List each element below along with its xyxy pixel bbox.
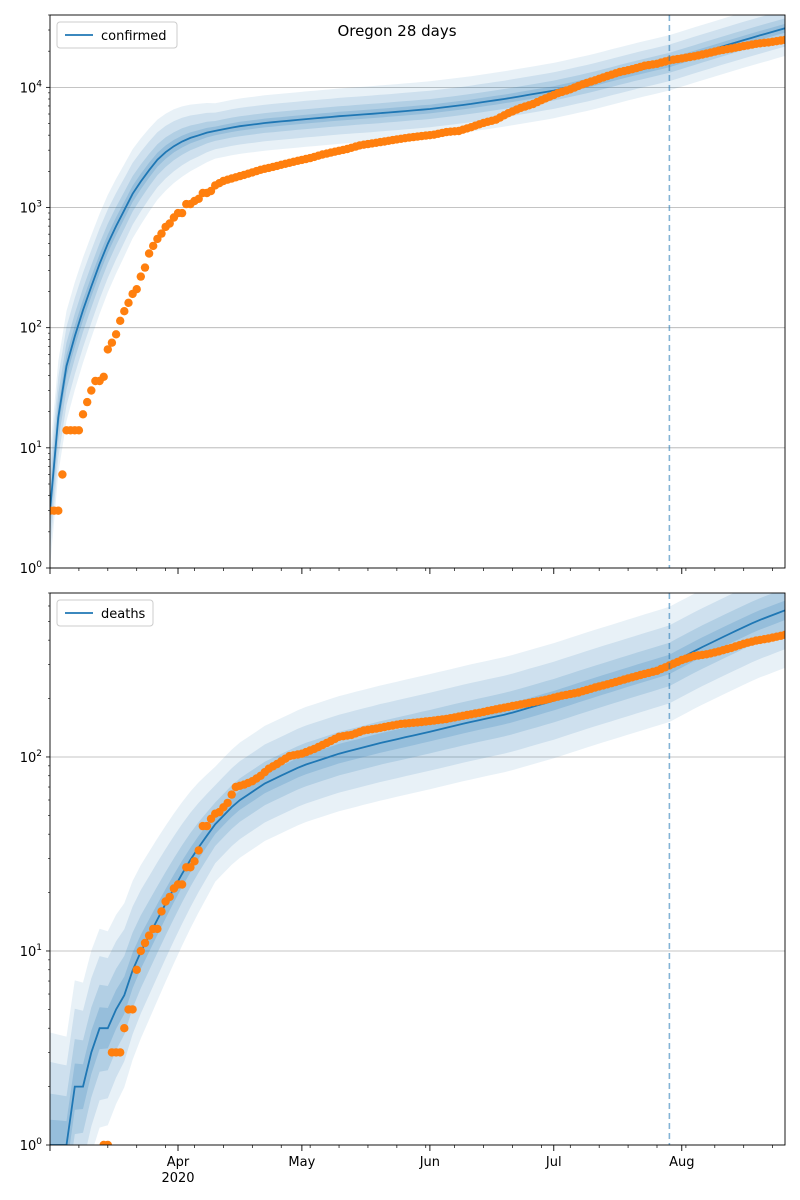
uncertainty-band-2	[50, 593, 785, 1145]
confirmed-observed-point	[136, 272, 145, 281]
x-tick-label-apr: Apr	[167, 1155, 190, 1170]
x-tick-label-may: May	[288, 1155, 315, 1170]
deaths-observed-point	[780, 630, 785, 639]
confirmed-plot-area	[50, 15, 785, 568]
y-tick-label-1: 101	[20, 943, 42, 960]
y-tick-label-4: 104	[20, 79, 43, 96]
deaths-observed-point	[223, 798, 232, 808]
y-tick-label-3: 103	[20, 200, 42, 217]
confirmed-axes-frame	[49, 14, 786, 569]
confirmed-observed-point	[99, 372, 108, 381]
confirmed-observed-point	[132, 285, 141, 294]
confirmed-legend-box	[56, 21, 178, 49]
figure-title: Oregon 28 days	[337, 22, 456, 40]
confirmed-observed-point	[111, 330, 121, 339]
confirmed-observed-point	[103, 345, 113, 354]
confirmed-observed-point	[120, 307, 129, 316]
deaths-observed-point	[157, 907, 166, 916]
confirmed-observed-point	[140, 263, 150, 272]
y-tick-label-0: 100	[20, 560, 43, 577]
uncertainty-band-0	[50, 593, 785, 1145]
confirmed-observed-point	[58, 470, 67, 479]
confirmed-observed-point	[149, 241, 158, 251]
deaths-observed-point	[165, 892, 174, 902]
confirmed-observed-point	[194, 194, 203, 203]
deaths-observed-point	[132, 965, 141, 974]
deaths-observed-point	[153, 924, 162, 934]
y-tick-label-2: 102	[20, 320, 42, 337]
deaths-legend-label: deaths	[101, 607, 146, 622]
confirmed-observed-point	[780, 35, 785, 45]
confirmed-observed-point	[74, 426, 84, 435]
y-tick-label-2: 102	[20, 749, 42, 766]
confirmed-legend-label: confirmed	[101, 29, 167, 44]
confirmed-observed-point	[87, 386, 96, 395]
y-tick-label-1: 101	[20, 440, 42, 457]
confirmed-panel: 100 101 102 103 104 confirmed	[20, 14, 786, 577]
deaths-observed-point	[190, 857, 199, 866]
confirmed-observed-point	[54, 506, 63, 515]
deaths-observed-point	[128, 1005, 137, 1014]
uncertainty-band-1	[50, 15, 785, 552]
deaths-observed-point	[177, 880, 187, 889]
deaths-axes-frame	[49, 592, 786, 1146]
confirmed-observed-point	[78, 410, 88, 419]
deaths-observed-point	[186, 863, 195, 872]
uncertainty-band-1	[50, 593, 785, 1145]
x-tick-year-label: 2020	[161, 1171, 194, 1186]
y-tick-label-0: 100	[20, 1137, 43, 1154]
uncertainty-band-0	[50, 15, 785, 568]
x-tick-label-jul: Jul	[545, 1155, 562, 1170]
confirmed-observed-point	[83, 397, 92, 407]
deaths-observed-point	[140, 938, 150, 948]
deaths-observed-point	[144, 931, 154, 940]
deaths-observed-point	[194, 846, 203, 855]
deaths-observed-point	[136, 946, 145, 956]
confirmed-observed-point	[144, 249, 154, 258]
deaths-observed-point	[120, 1023, 129, 1033]
deaths-plot-area	[50, 593, 785, 1145]
x-tick-label-aug: Aug	[669, 1155, 694, 1170]
confirmed-observed-point	[124, 298, 133, 307]
deaths-observed-point	[116, 1048, 125, 1057]
confirmed-observed-point	[116, 316, 125, 325]
deaths-legend-box	[56, 599, 154, 627]
deaths-observed-point	[202, 821, 212, 831]
deaths-observed-point	[103, 1140, 112, 1145]
confirmed-observed-point	[157, 229, 166, 238]
confirmed-observed-point	[177, 208, 187, 218]
x-tick-label-jun: Jun	[419, 1155, 440, 1170]
confirmed-observed-point	[165, 219, 174, 228]
deaths-observed-point	[227, 790, 236, 799]
confirmed-observed-point	[107, 338, 117, 347]
